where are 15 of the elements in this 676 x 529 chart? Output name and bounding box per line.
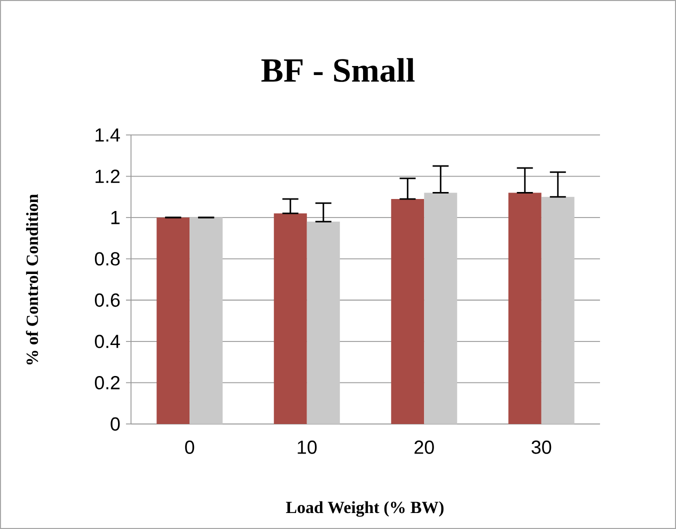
y-tick-label: 1.4 <box>96 128 120 142</box>
y-tick-label: 1.2 <box>96 170 120 183</box>
y-axis-title: % of Control Condition <box>26 194 38 364</box>
x-tick-label: 20 <box>414 440 434 454</box>
x-axis-title: Load Weight (% BW) <box>286 501 444 517</box>
x-tick-label: 0 <box>185 440 194 454</box>
y-tick-label: 0 <box>110 417 120 431</box>
y-tick-label: 0.4 <box>94 334 120 348</box>
x-tick-label: 10 <box>298 440 317 454</box>
y-tick-label: 0.2 <box>94 376 120 390</box>
y-tick-label: 1 <box>111 211 120 224</box>
x-tick-label: 30 <box>532 440 552 454</box>
chart-title: BF - Small <box>261 58 415 82</box>
y-tick-label: 0.6 <box>94 293 120 307</box>
y-tick-label: 0.8 <box>94 252 120 266</box>
